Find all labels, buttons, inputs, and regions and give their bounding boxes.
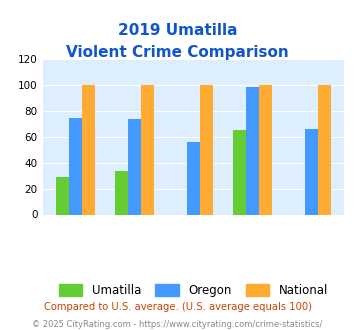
Bar — [115, 171, 128, 214]
Text: © 2025 CityRating.com - https://www.cityrating.com/crime-statistics/: © 2025 CityRating.com - https://www.city… — [32, 320, 323, 329]
Bar — [141, 85, 154, 214]
Bar — [128, 119, 141, 214]
Bar — [305, 129, 318, 214]
Legend: Umatilla, Oregon, National: Umatilla, Oregon, National — [54, 279, 333, 302]
Bar — [259, 85, 272, 214]
Bar — [200, 85, 213, 214]
Text: Compared to U.S. average. (U.S. average equals 100): Compared to U.S. average. (U.S. average … — [44, 302, 311, 312]
Bar — [56, 177, 69, 215]
Bar — [233, 130, 246, 214]
Text: Violent Crime Comparison: Violent Crime Comparison — [66, 45, 289, 59]
Bar — [318, 85, 331, 214]
Text: 2019 Umatilla: 2019 Umatilla — [118, 23, 237, 38]
Bar — [69, 117, 82, 214]
Bar — [246, 86, 259, 214]
Bar — [187, 142, 200, 214]
Bar — [82, 85, 95, 214]
